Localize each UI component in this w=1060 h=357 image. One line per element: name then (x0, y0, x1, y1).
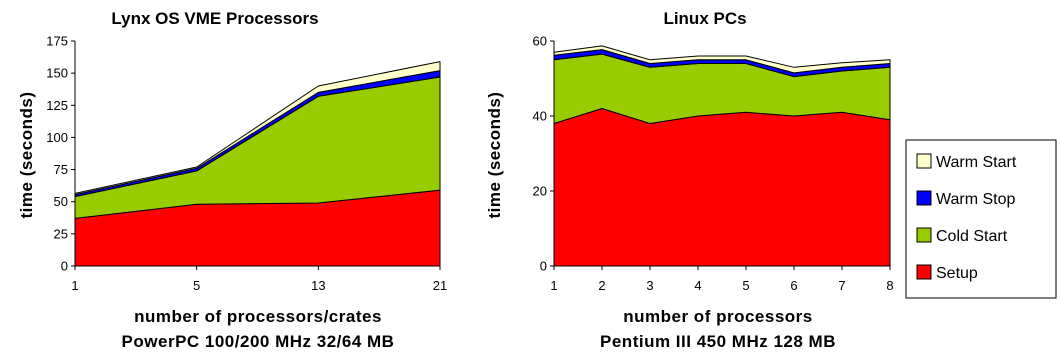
y-tick-label: 60 (533, 34, 547, 49)
chart-title: Linux PCs (663, 9, 746, 28)
x-tick-label: 13 (311, 278, 325, 293)
y-tick-label: 75 (54, 162, 68, 177)
legend-label-warm-start: Warm Start (936, 154, 1017, 171)
y-tick-label: 40 (533, 109, 547, 124)
legend-swatch-warm-stop (916, 190, 932, 206)
legend-swatch-setup (916, 264, 932, 280)
legend-label-setup: Setup (936, 265, 978, 282)
setup-area (553, 108, 891, 267)
y-tick-label: 25 (54, 226, 68, 241)
x-tick-label: 2 (598, 278, 605, 293)
legend-label-warm-stop: Warm Stop (936, 191, 1016, 208)
x-axis-title: number of processors (623, 307, 813, 326)
warm-start-area (74, 61, 441, 196)
legend-swatch-warm-start (916, 153, 932, 169)
x-tick-label: 6 (790, 278, 797, 293)
y-tick-label: 50 (54, 194, 68, 209)
x-axis-title: number of processors/crates (134, 307, 382, 326)
y-tick-label: 150 (46, 66, 68, 81)
y-tick-label: 20 (533, 184, 547, 199)
warm-start-area (553, 45, 891, 74)
legend: Warm Start Warm Stop Cold Start Setup (905, 139, 1057, 299)
x-tick-label: 1 (550, 278, 557, 293)
chart-subtitle: PowerPC 100/200 MHz 32/64 MB (122, 332, 395, 351)
x-tick-label: 8 (886, 278, 893, 293)
y-tick-label: 0 (540, 259, 547, 274)
x-tick-label: 3 (646, 278, 653, 293)
plot-area: 0 20 40 60 1 2 3 4 5 6 7 8 (533, 34, 894, 294)
chart-title: Lynx OS VME Processors (111, 9, 318, 28)
plot-area: 0 25 50 75 100 125 150 175 1 5 13 21 (46, 34, 447, 294)
x-tick-label: 4 (694, 278, 701, 293)
x-tick-label: 7 (838, 278, 845, 293)
y-axis-title: time (seconds) (485, 92, 504, 219)
x-tick-label: 21 (433, 278, 447, 293)
y-tick-label: 125 (46, 98, 68, 113)
legend-label-cold-start: Cold Start (936, 228, 1008, 245)
y-tick-label: 0 (61, 259, 68, 274)
y-tick-label: 175 (46, 34, 68, 49)
x-tick-label: 5 (742, 278, 749, 293)
chart-linux: Linux PCs time (seconds) 0 20 40 60 1 2 3 4 5 6 7 8… (485, 9, 894, 351)
chart-lynx: Lynx OS VME Processors time (seconds) 0 2… (17, 9, 447, 351)
legend-swatch-cold-start (916, 227, 932, 243)
y-axis-title: time (seconds) (17, 92, 36, 219)
chart-subtitle: Pentium III 450 MHz 128 MB (600, 332, 836, 351)
x-tick-label: 5 (193, 278, 200, 293)
x-tick-label: 1 (71, 278, 78, 293)
y-tick-label: 100 (46, 130, 68, 145)
